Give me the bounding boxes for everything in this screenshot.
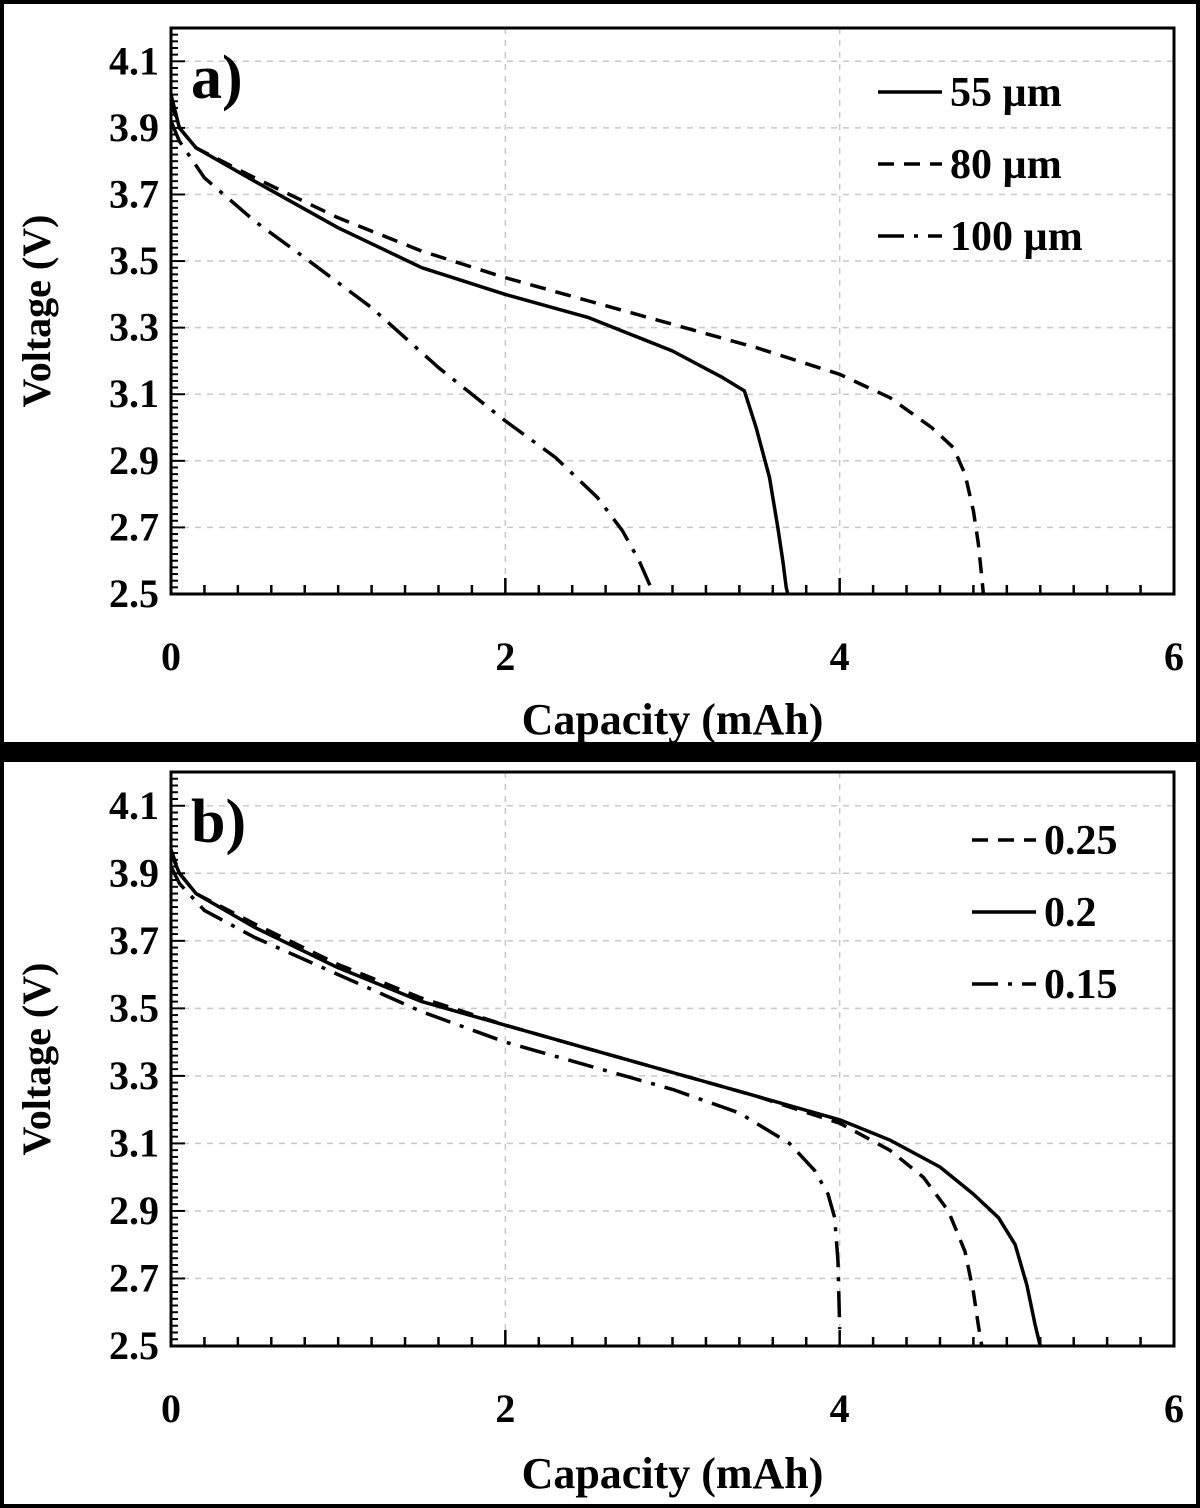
legend-label: 0.2 [1044,890,1097,936]
y-tick-label: 2.5 [109,1323,159,1368]
y-axis-label: Voltage (V) [14,963,59,1156]
panel-label: b) [191,788,246,856]
series-line-dashed [171,849,984,1346]
y-tick-label: 3.5 [109,985,159,1030]
legend-label: 0.15 [1044,962,1118,1008]
chart-b-svg: 0 2 4 6 4.1 3.9 3.7 3.5 3.3 3.1 2.9 2.7 2.5 Capacity … [14,770,1184,1498]
legend-label: 55 µm [950,70,1062,116]
y-axis-label: Voltage (V) [14,215,59,408]
panel-b: 0 2 4 6 4.1 3.9 3.7 3.5 3.3 3.1 2.9 2.7 2.5 Capacity … [0,758,1200,1508]
series-line-dashed [171,100,986,594]
y-tick-label: 2.9 [109,438,159,483]
y-tick-label: 3.1 [109,371,159,416]
x-tick-label: 4 [830,1386,850,1431]
x-tick-label: 2 [495,1386,515,1431]
x-tick-label: 0 [161,634,181,679]
legend-label: 0.25 [1044,818,1118,864]
x-axis-label: Capacity (mAh) [522,695,824,742]
plot-frame [169,26,1176,596]
x-tick-label: 6 [1164,1386,1184,1431]
panel-divider [0,746,1200,758]
y-tick-label: 3.7 [109,171,159,216]
y-tick-label: 3.3 [109,305,159,350]
x-tick-label: 2 [495,634,515,679]
panel-a: 0 2 4 6 4.1 3.9 3.7 3.5 3.3 3.1 2.9 2.7 2.5 Capacity … [0,0,1200,746]
series-line-dashdot [171,865,842,1330]
x-tick-label: 4 [830,634,850,679]
series-line-solid [171,94,790,594]
y-tick-label: 3.5 [109,238,159,283]
y-tick-label: 3.7 [109,918,159,963]
series-line-solid [171,852,1042,1346]
x-tick-label: 0 [161,1386,181,1431]
series-line-dashdot [171,120,653,589]
y-tick-label: 3.9 [109,105,159,150]
y-tick-label: 4.1 [109,783,159,828]
y-tick-label: 2.9 [109,1188,159,1233]
y-tick-label: 2.7 [109,504,159,549]
y-tick-label: 3.3 [109,1053,159,1098]
y-tick-label: 4.1 [109,38,159,83]
panel-label: a) [191,44,243,112]
legend-label: 80 µm [950,142,1062,188]
x-axis-label: Capacity (mAh) [522,1449,824,1498]
legend-label: 100 µm [950,214,1083,260]
y-tick-label: 2.5 [109,571,159,616]
y-tick-label: 3.9 [109,850,159,895]
plot-frame [169,770,1176,1348]
y-tick-label: 2.7 [109,1255,159,1300]
y-tick-label: 3.1 [109,1120,159,1165]
chart-a-svg: 0 2 4 6 4.1 3.9 3.7 3.5 3.3 3.1 2.9 2.7 2.5 Capacity … [14,26,1184,742]
x-tick-label: 6 [1164,634,1184,679]
